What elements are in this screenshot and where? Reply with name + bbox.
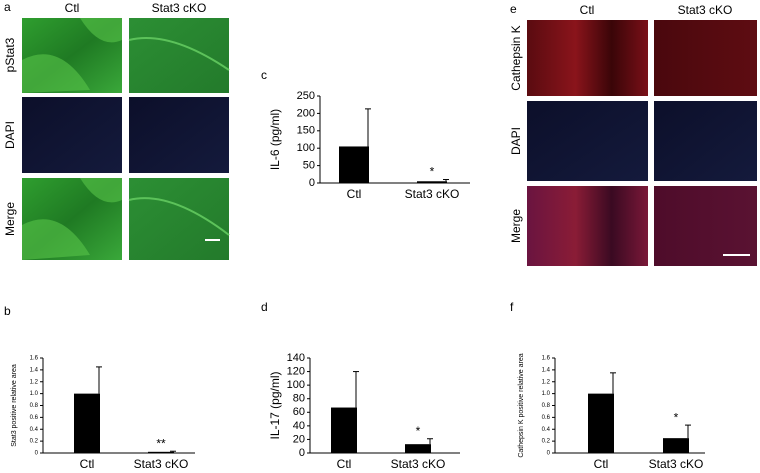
y-tick-label: 50: [303, 160, 315, 172]
micrograph: [22, 97, 122, 173]
y-tick-label: 20: [293, 433, 305, 445]
bar: [663, 438, 689, 453]
column-label: Ctl: [580, 3, 595, 17]
micrograph: [527, 20, 648, 96]
y-tick-label: 0.8: [30, 403, 39, 409]
y-tick-label: 120: [287, 365, 305, 377]
y-tick-label: 0.6: [30, 415, 39, 421]
y-tick-label: 1.4: [542, 367, 551, 373]
panel-label: a: [4, 0, 11, 14]
x-tick-label: Ctl: [80, 457, 95, 471]
significance: **: [156, 436, 166, 450]
micrograph: [654, 20, 757, 96]
y-tick-label: 1.2: [542, 379, 551, 385]
y-tick-label: 0.8: [542, 403, 551, 409]
y-tick-label: 1.6: [30, 356, 39, 362]
y-tick-label: 40: [293, 420, 305, 432]
y-tick-label: 200: [297, 107, 315, 119]
row-label: Merge: [3, 202, 17, 236]
micrograph: [527, 101, 648, 181]
row-label: pStat3: [3, 37, 17, 72]
panel-label: e: [510, 2, 517, 16]
bar: [417, 181, 447, 183]
y-axis-label: Stat3 positive relative area: [11, 364, 18, 447]
y-tick-label: 60: [293, 406, 305, 418]
x-tick-label: Ctl: [337, 457, 352, 471]
x-tick-label: Stat3 cKO: [391, 457, 446, 471]
column-label: Stat3 cKO: [678, 3, 733, 17]
y-tick-label: 1.0: [542, 391, 551, 397]
y-tick-label: 0.2: [542, 439, 551, 445]
panel-label: c: [261, 68, 267, 82]
bar: [331, 407, 357, 453]
micrograph: [527, 186, 648, 266]
y-axis-label: IL-6 (pg/ml): [268, 109, 282, 170]
y-tick-label: 0: [309, 177, 315, 189]
y-tick-label: 150: [297, 125, 315, 137]
y-tick-label: 0: [299, 447, 305, 459]
y-tick-label: 0: [35, 451, 39, 457]
y-tick-label: 140: [287, 352, 305, 364]
bar: [148, 451, 174, 453]
micrograph-grid-e: [527, 20, 757, 266]
micrograph: [654, 101, 757, 181]
panel-label: b: [4, 304, 11, 318]
tissue-edge: [128, 37, 230, 71]
x-tick-label: Stat3 cKO: [649, 457, 704, 471]
significance: *: [674, 410, 679, 424]
panel-label: f: [510, 300, 514, 314]
y-tick-label: 80: [293, 393, 305, 405]
tissue-region: [22, 178, 122, 260]
y-tick-label: 0.4: [30, 427, 39, 433]
x-tick-label: Stat3 cKO: [134, 457, 189, 471]
y-tick-label: 1.2: [30, 379, 39, 385]
column-label: Stat3 cKO: [152, 1, 207, 15]
y-tick-label: 100: [287, 379, 305, 391]
y-tick-label: 0.6: [542, 415, 551, 421]
y-tick-label: 250: [297, 90, 315, 102]
micrograph: [129, 178, 229, 260]
row-label: DAPI: [509, 127, 523, 155]
x-tick-label: Ctl: [347, 187, 362, 201]
y-tick-label: 0.4: [542, 427, 551, 433]
bar: [339, 146, 369, 183]
micrograph: [654, 186, 757, 266]
y-axis-label: Cathepsin K positive relative area: [518, 353, 525, 457]
significance: *: [430, 165, 435, 179]
panel-label: d: [261, 300, 268, 314]
bar: [405, 444, 431, 453]
micrograph-grid-a: [22, 18, 230, 260]
micrograph: [129, 97, 229, 173]
y-tick-label: 1.0: [30, 391, 39, 397]
y-tick-label: 0.2: [30, 439, 39, 445]
tissue-region: [22, 18, 122, 93]
row-label: Cathepsin K: [509, 25, 523, 90]
bar: [74, 393, 100, 453]
row-label: Merge: [509, 209, 523, 243]
micrograph: [129, 18, 229, 93]
x-tick-label: Ctl: [594, 457, 609, 471]
y-axis-label: IL-17 (pg/ml): [268, 371, 282, 439]
tissue-edge: [128, 197, 230, 236]
column-label: Ctl: [65, 1, 80, 15]
y-tick-label: 1.6: [542, 356, 551, 362]
row-label: DAPI: [3, 121, 17, 149]
y-tick-label: 1.4: [30, 367, 39, 373]
significance: *: [416, 424, 421, 438]
y-tick-label: 100: [297, 142, 315, 154]
x-tick-label: Stat3 cKO: [405, 187, 460, 201]
bar: [588, 393, 614, 453]
y-tick-label: 0: [547, 451, 551, 457]
